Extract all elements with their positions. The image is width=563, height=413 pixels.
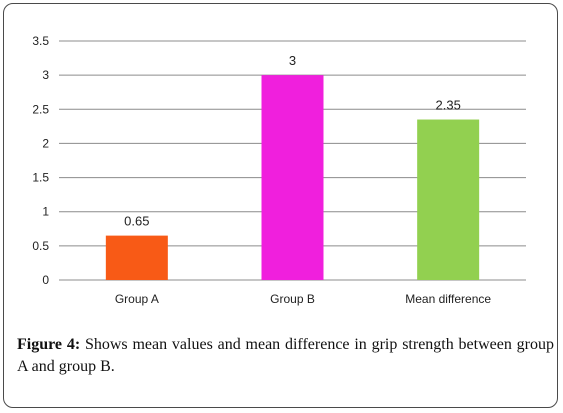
data-label: 2.35 (436, 98, 461, 113)
y-tick-label: 0.5 (32, 239, 49, 253)
bar (105, 235, 168, 280)
figure-frame: 0 0.5 1 1.5 2 2.5 3 3.5 0.65 3 2.35 Group A Group … (3, 3, 558, 408)
y-tick-label: 3.5 (32, 34, 49, 48)
x-axis-categories: Group A Group B Mean difference (115, 292, 492, 306)
data-label: 0.65 (124, 214, 149, 229)
caption-text: Shows mean values and mean difference in… (17, 336, 554, 375)
y-tick-label: 2.5 (32, 102, 49, 116)
y-tick-label: 2 (42, 136, 49, 150)
category-label: Group B (270, 292, 315, 306)
bar (261, 75, 324, 281)
data-label: 3 (289, 53, 296, 68)
caption-label: Figure 4: (17, 336, 81, 353)
y-tick-label: 0 (42, 273, 49, 287)
y-tick-label: 1 (42, 205, 49, 219)
y-tick-label: 3 (42, 68, 49, 82)
bars (105, 75, 480, 281)
category-label: Group A (115, 292, 159, 306)
bar (417, 119, 480, 281)
y-tick-label: 1.5 (32, 171, 49, 185)
y-axis-ticks: 0 0.5 1 1.5 2 2.5 3 3.5 (32, 34, 49, 287)
data-labels: 0.65 3 2.35 (124, 53, 461, 228)
figure-caption: Figure 4: Shows mean values and mean dif… (17, 334, 554, 378)
category-label: Mean difference (405, 292, 491, 306)
